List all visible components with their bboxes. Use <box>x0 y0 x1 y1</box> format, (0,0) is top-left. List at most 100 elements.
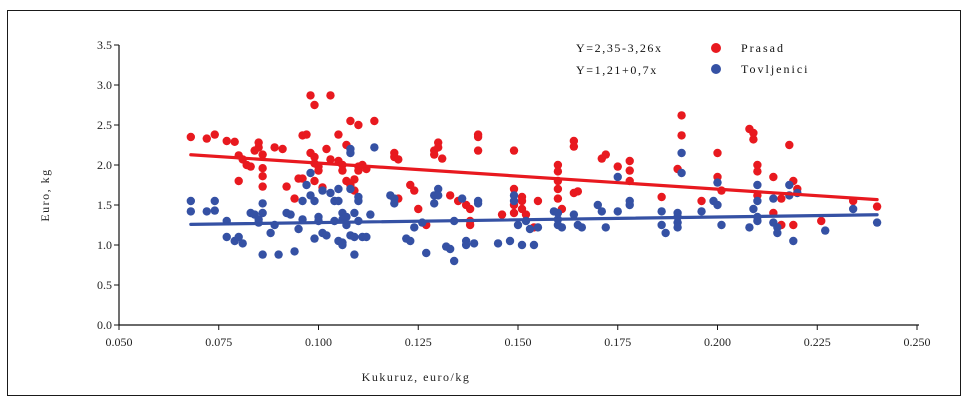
data-point-tovljenici <box>350 232 359 242</box>
data-point-prasad <box>254 138 263 147</box>
chart-frame: 0.050 0.075 0.100 0.125 0.150 0.175 0.200 0.225… <box>7 10 961 396</box>
data-point-prasad <box>521 210 531 219</box>
data-point-tovljenici <box>342 212 351 222</box>
data-point-prasad <box>186 132 196 142</box>
data-point-prasad <box>350 175 359 184</box>
x-tick-label: 0.150 <box>505 335 532 349</box>
data-point-tovljenici <box>569 210 579 219</box>
data-point-prasad <box>769 172 778 182</box>
x-tick-label: 0.250 <box>904 335 931 349</box>
data-point-prasad <box>777 194 786 203</box>
data-point-tovljenici <box>657 207 666 216</box>
data-point-tovljenici <box>238 239 247 248</box>
data-point-tovljenici <box>202 207 211 216</box>
data-point-tovljenici <box>821 226 830 235</box>
data-point-prasad <box>749 135 758 144</box>
data-point-tovljenici <box>673 223 682 232</box>
data-point-prasad <box>569 142 579 151</box>
data-point-prasad <box>222 136 231 146</box>
data-point-prasad <box>346 116 355 126</box>
x-tick-label: 0.100 <box>305 335 332 349</box>
x-tick-label: 0.125 <box>405 335 432 349</box>
data-point-tovljenici <box>529 240 539 250</box>
data-point-prasad <box>338 166 347 175</box>
legend-marker-tovljenici <box>711 64 721 74</box>
data-point-tovljenici <box>657 220 666 230</box>
data-point-tovljenici <box>186 196 196 206</box>
data-point-tovljenici <box>350 250 359 259</box>
data-point-prasad <box>298 174 307 183</box>
data-point-prasad <box>258 182 267 191</box>
data-point-prasad <box>310 100 319 110</box>
y-tick-label: 0.5 <box>97 278 112 292</box>
data-point-tovljenici <box>274 250 283 259</box>
trend-line-tovljenici <box>189 213 879 226</box>
data-point-tovljenici <box>493 239 503 248</box>
data-point-prasad <box>553 160 563 170</box>
data-point-prasad <box>445 191 455 200</box>
data-point-tovljenici <box>366 210 375 219</box>
data-point-prasad <box>306 91 315 100</box>
data-point-tovljenici <box>525 224 535 234</box>
data-point-tovljenici <box>597 207 606 216</box>
data-point-prasad <box>533 196 543 206</box>
data-point-tovljenici <box>334 196 343 206</box>
data-point-prasad <box>573 187 583 196</box>
data-point-tovljenici <box>258 250 267 259</box>
data-point-prasad <box>677 111 686 120</box>
data-point-prasad <box>270 143 279 152</box>
data-point-tovljenici <box>302 180 311 190</box>
data-point-tovljenici <box>286 210 295 219</box>
data-point-tovljenici <box>254 215 263 224</box>
data-point-prasad <box>394 155 403 164</box>
data-point-tovljenici <box>697 207 706 216</box>
data-point-prasad <box>258 172 267 181</box>
data-point-prasad <box>509 208 519 218</box>
data-point-tovljenici <box>390 199 399 208</box>
y-tick-label: 2.5 <box>97 118 112 132</box>
data-point-tovljenici <box>326 188 335 198</box>
data-point-prasad <box>677 131 686 140</box>
data-point-prasad <box>509 146 519 155</box>
data-point-prasad <box>322 144 331 154</box>
data-point-tovljenici <box>513 220 523 230</box>
data-point-tovljenici <box>461 240 471 250</box>
data-point-tovljenici <box>753 180 762 190</box>
data-point-prasad <box>553 167 563 176</box>
data-point-tovljenici <box>318 186 327 195</box>
y-tick-label: 1.5 <box>97 198 112 212</box>
data-point-prasad <box>210 130 219 139</box>
data-point-tovljenici <box>753 196 762 206</box>
data-point-prasad <box>625 166 634 175</box>
data-point-prasad <box>246 162 255 171</box>
data-point-prasad <box>497 210 507 219</box>
data-point-tovljenici <box>769 194 778 203</box>
data-point-tovljenici <box>577 223 587 232</box>
data-point-tovljenici <box>322 231 331 240</box>
data-point-prasad <box>290 194 299 203</box>
data-point-prasad <box>310 152 319 162</box>
data-point-tovljenici <box>601 223 610 232</box>
data-point-tovljenici <box>306 168 315 178</box>
data-point-tovljenici <box>593 200 602 210</box>
y-axis-title: Euro, kg <box>38 168 52 221</box>
data-point-tovljenici <box>872 218 882 227</box>
data-point-tovljenici <box>350 208 359 218</box>
data-point-tovljenici <box>613 172 622 182</box>
data-point-tovljenici <box>346 148 355 158</box>
data-point-tovljenici <box>713 178 722 187</box>
data-point-tovljenici <box>517 240 527 250</box>
data-point-tovljenici <box>298 196 307 206</box>
data-point-tovljenici <box>410 223 419 232</box>
data-point-prasad <box>410 186 419 195</box>
scatter-chart: 0.050 0.075 0.100 0.125 0.150 0.175 0.200 0.225… <box>38 38 931 384</box>
data-point-prasad <box>553 194 563 203</box>
data-point-prasad <box>278 144 287 154</box>
data-point-prasad <box>625 156 634 166</box>
data-point-prasad <box>354 120 363 130</box>
data-point-tovljenici <box>749 204 758 214</box>
x-tick-label: 0.225 <box>804 335 831 349</box>
data-point-tovljenici <box>310 234 319 243</box>
data-point-prasad <box>657 192 666 202</box>
data-point-prasad <box>302 130 311 139</box>
